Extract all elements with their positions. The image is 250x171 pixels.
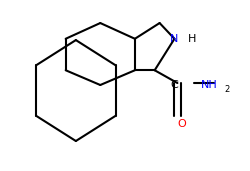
Text: 2: 2	[223, 86, 228, 94]
Text: H: H	[187, 34, 196, 44]
Text: N: N	[170, 34, 178, 44]
Text: NH: NH	[200, 80, 216, 90]
Text: O: O	[176, 119, 185, 129]
Text: C: C	[170, 80, 177, 90]
